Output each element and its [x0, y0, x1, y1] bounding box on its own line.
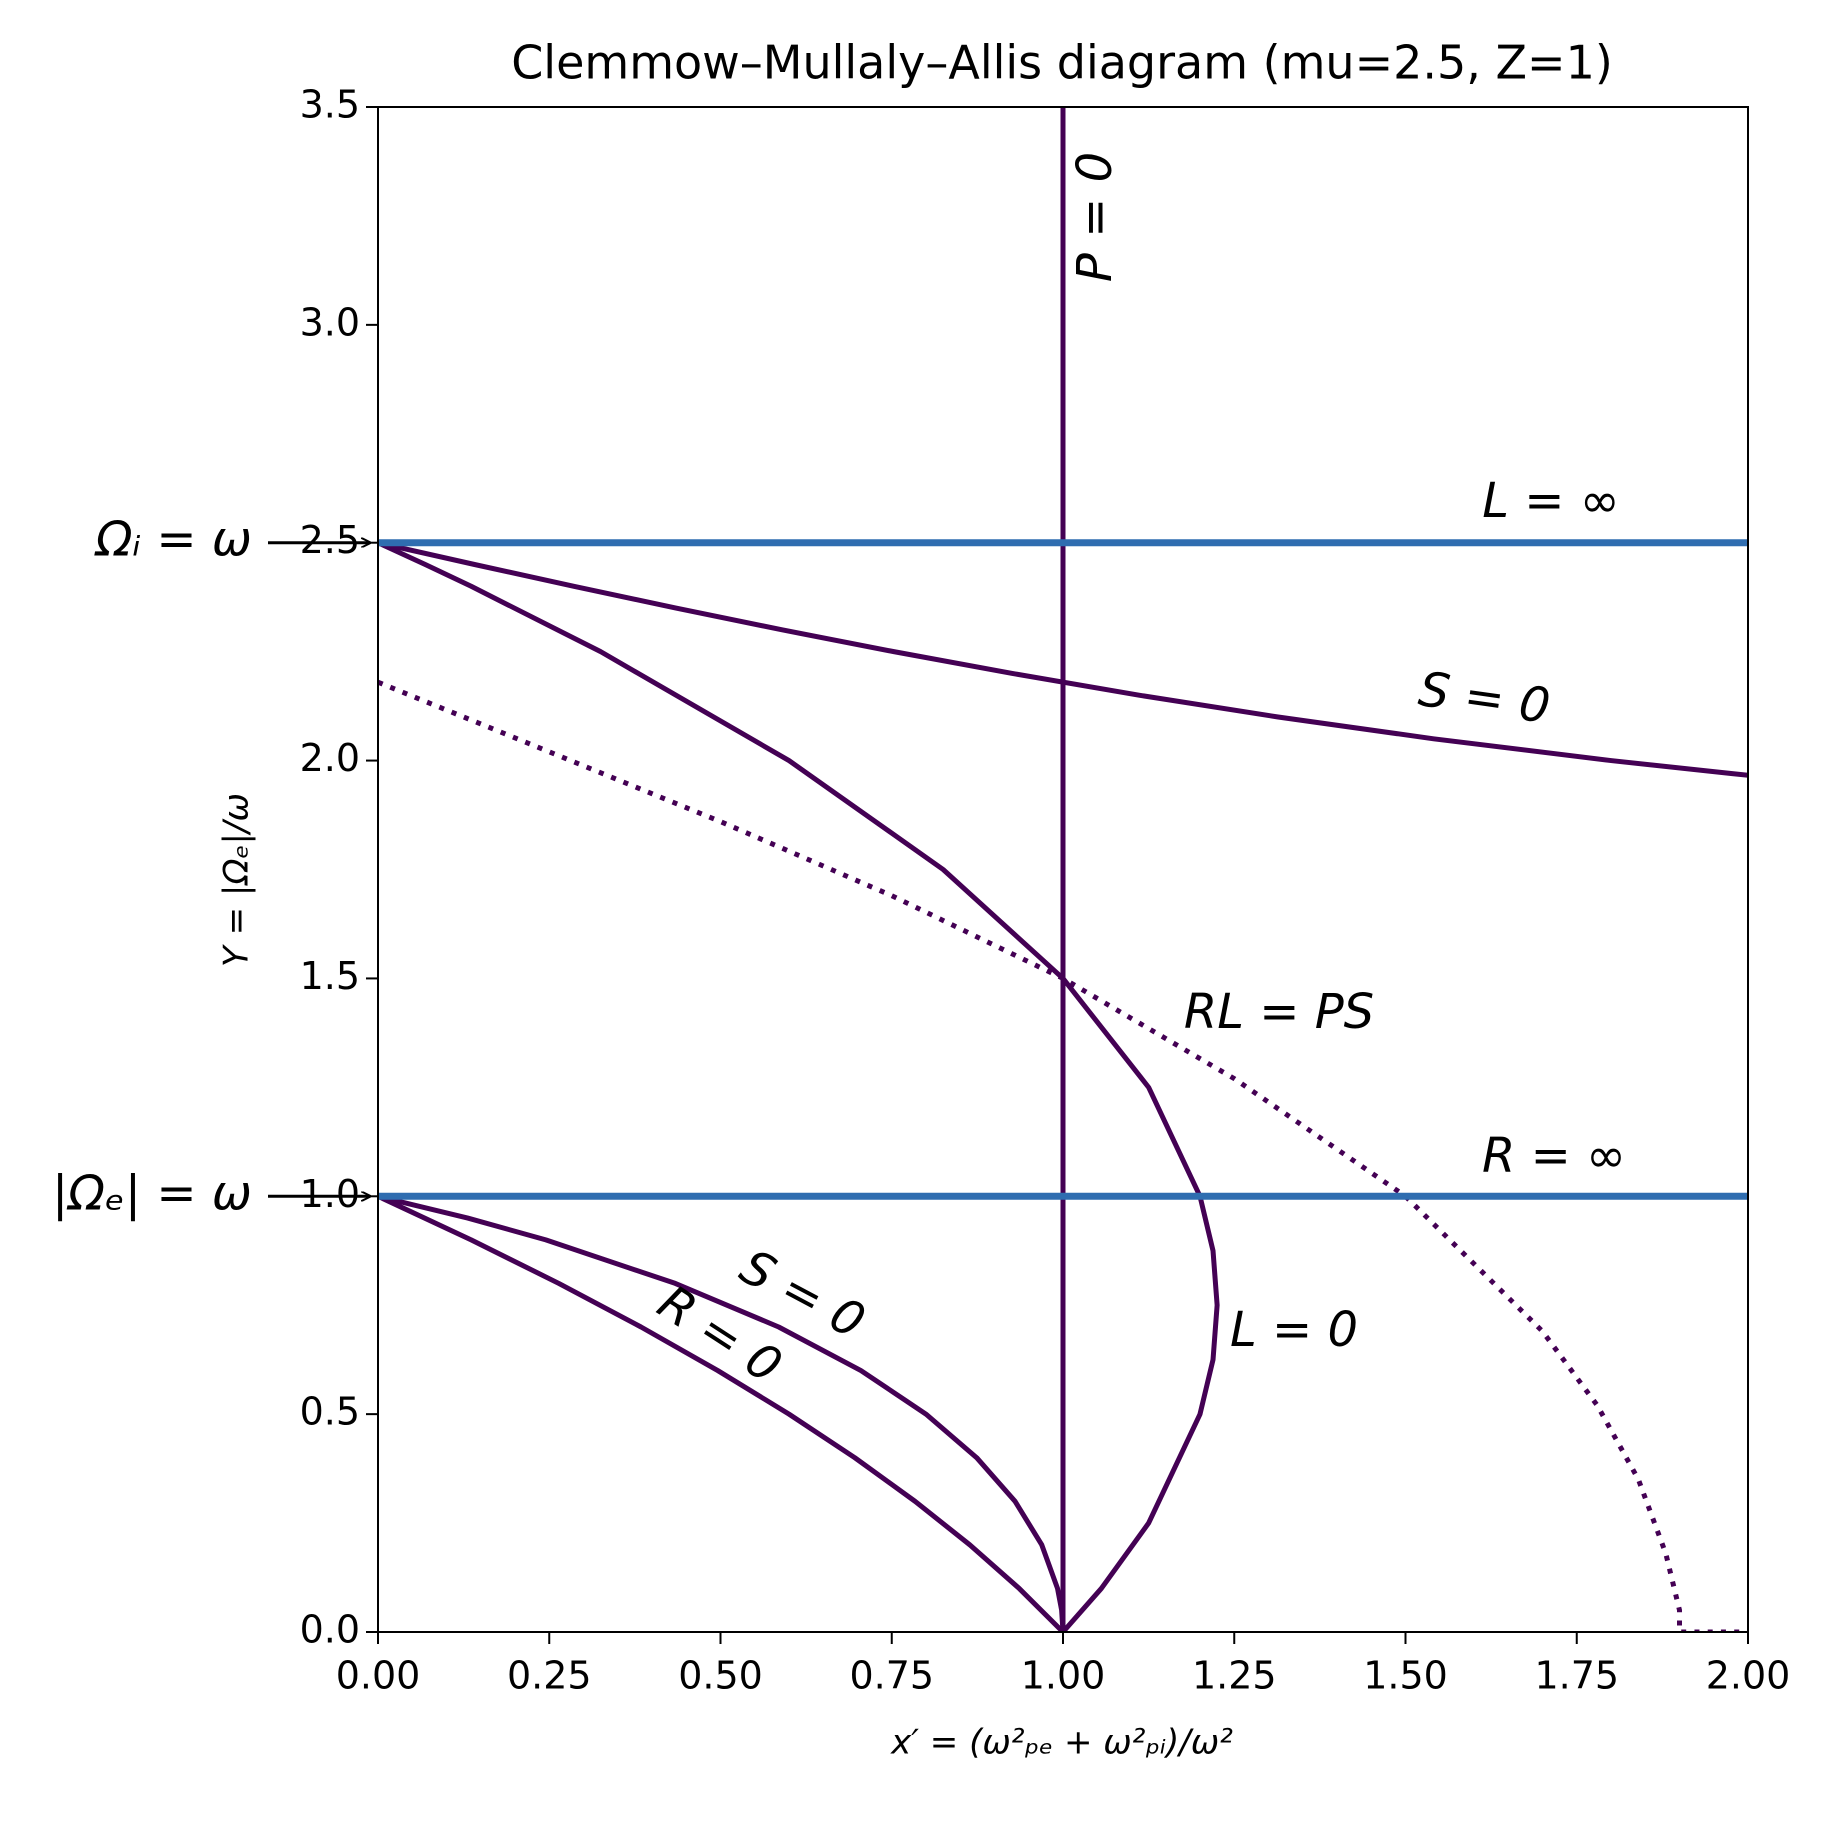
y-tick-label: 1.0 — [300, 1172, 360, 1216]
x-tick-label: 2.00 — [1706, 1654, 1791, 1698]
curve — [378, 1193, 1066, 1632]
x-tick-label: 0.75 — [849, 1654, 934, 1698]
curve — [378, 540, 1220, 1632]
y-tick-label: 0.5 — [300, 1390, 360, 1434]
x-tick-label: 0.25 — [507, 1654, 592, 1698]
plot-frame — [377, 106, 1749, 1633]
y-axis-label: Y = |Ωₑ|/ω — [217, 793, 257, 967]
plot-area — [378, 107, 1748, 1632]
x-tick-label: 0.00 — [336, 1654, 421, 1698]
annotation: |Ωₑ| = ω — [52, 1165, 252, 1221]
y-tick-label: 1.5 — [300, 954, 360, 998]
curve — [378, 540, 1748, 778]
y-tick-label: 2.0 — [300, 736, 360, 780]
x-tick-label: 1.00 — [1021, 1654, 1106, 1698]
y-tick-label: 3.5 — [300, 83, 360, 127]
curve — [378, 679, 1748, 1632]
annotation: L = ∞ — [1482, 473, 1619, 529]
chart-title: Clemmow–Mullaly–Allis diagram (mu=2.5, Z… — [511, 36, 1613, 90]
curve — [378, 1194, 1065, 1632]
x-axis-label: x′ = (ω²ₚₑ + ω²ₚᵢ)/ω² — [890, 1723, 1233, 1763]
annotation: R = ∞ — [1482, 1128, 1626, 1184]
y-tick-label: 0.0 — [300, 1608, 360, 1652]
x-tick-label: 1.25 — [1192, 1654, 1277, 1698]
x-tick-label: 0.50 — [678, 1654, 763, 1698]
annotation: P = 0 — [1067, 152, 1123, 282]
annotation: L = 0 — [1230, 1302, 1358, 1358]
x-tick-label: 1.50 — [1363, 1654, 1448, 1698]
y-tick-label: 3.0 — [300, 300, 360, 344]
annotation: RL = PS — [1184, 984, 1374, 1040]
y-tick-label: 2.5 — [300, 518, 360, 562]
annotation: Ωᵢ = ω — [94, 512, 252, 568]
x-tick-label: 1.75 — [1534, 1654, 1619, 1698]
overlay: 0.00 0.25 0.50 0.75 1.00 1.25 1.50 1.75 2.00 0.0 0… — [52, 83, 1790, 1698]
